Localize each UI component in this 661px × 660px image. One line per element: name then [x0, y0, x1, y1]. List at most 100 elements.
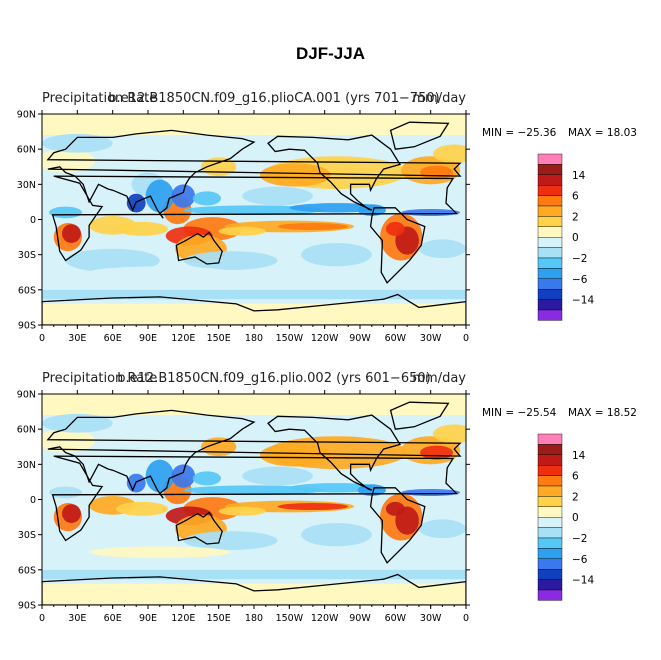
lon-tick-label: 0: [463, 613, 469, 624]
lat-tick-label: 90N: [17, 110, 36, 121]
colorbar-label: −2: [572, 253, 587, 265]
precip-contour: [242, 186, 313, 206]
precip-contour: [259, 163, 331, 187]
precip-contour: [89, 546, 231, 559]
precip-contour: [116, 221, 169, 236]
precip-contour: [192, 191, 222, 206]
lon-tick-label: 120E: [171, 333, 195, 344]
antarctic-band: [42, 583, 466, 605]
precip-contour: [385, 221, 405, 236]
lat-tick-label: 30S: [18, 250, 36, 261]
precip-contour: [183, 485, 325, 495]
coastline: [267, 134, 402, 211]
precip-contour: [433, 424, 466, 444]
precip-contour: [42, 149, 95, 173]
colorbar-box: [537, 164, 563, 176]
lon-tick-label: 120E: [171, 613, 195, 624]
panel-right-title: mm/day: [412, 91, 466, 106]
colorbar-box: [537, 309, 563, 321]
coastline: [369, 207, 426, 284]
coastline: [46, 409, 462, 499]
precip-contour: [192, 471, 222, 486]
colorbar-label: 0: [572, 232, 579, 244]
colorbar-box: [537, 153, 563, 165]
lat-tick-label: 60S: [18, 285, 36, 296]
colorbar-box: [537, 257, 563, 269]
lon-tick-label: 90E: [139, 613, 157, 624]
colorbar-box: [537, 506, 563, 518]
southern-band: [42, 569, 466, 580]
lon-tick-label: 150W: [276, 613, 304, 624]
precip-contour: [218, 226, 266, 236]
precip-contour: [401, 488, 461, 496]
colorbar-box: [537, 579, 563, 591]
colorbar-box: [537, 527, 563, 539]
coastline: [175, 231, 223, 265]
colorbar-label: −14: [572, 575, 594, 587]
lat-tick-label: 90S: [18, 601, 36, 612]
precip-contour: [183, 531, 278, 550]
lat-tick-label: 30N: [17, 180, 36, 191]
antarctic-band: [42, 303, 466, 325]
arctic-band: [42, 394, 466, 416]
lat-tick-label: 60S: [18, 565, 36, 576]
precip-contour: [42, 133, 113, 153]
panel-left-title: Precipitation Rate: [42, 91, 157, 106]
lon-tick-label: 150W: [276, 333, 304, 344]
panel-center-title: b.e12.B1850CN.f09_g16.plio.002 (yrs 601−…: [117, 371, 430, 386]
colorbar-box: [537, 454, 563, 466]
map-panel-2: 90N 60N 30N 0 30S 60S 90S 0 30E 60E 90E 120E 150E 180…: [0, 364, 661, 624]
colorbar-label: −2: [572, 533, 587, 545]
precip-contour: [301, 522, 372, 547]
precip-contour: [65, 248, 160, 273]
figure-title: DJF-JJA: [296, 44, 365, 63]
precip-contour: [42, 429, 95, 453]
colorbar-box: [537, 464, 563, 476]
colorbar-label: 0: [572, 512, 579, 524]
colorbar-box: [537, 475, 563, 487]
precip-field: [42, 394, 466, 605]
min-label: MIN = −25.54: [482, 407, 557, 419]
colorbar-label: 2: [572, 211, 579, 223]
precip-contour: [62, 224, 81, 243]
colorbar-box: [537, 485, 563, 497]
southern-band: [42, 289, 466, 300]
lat-tick-label: 90N: [17, 390, 36, 401]
panel-right-title: mm/day: [412, 371, 466, 386]
lon-tick-label: 180: [245, 333, 263, 344]
precip-contour: [89, 266, 231, 279]
precip-contour: [116, 501, 169, 516]
lat-tick-label: 60N: [17, 425, 36, 436]
precip-contour: [418, 239, 466, 259]
precip-contour: [242, 466, 313, 486]
lon-tick-label: 150E: [207, 613, 231, 624]
coastline: [42, 293, 466, 325]
colorbar-box: [537, 184, 563, 196]
lon-tick-label: 30E: [68, 333, 86, 344]
lon-tick-label: 0: [463, 333, 469, 344]
colorbar-box: [537, 174, 563, 186]
lon-tick-label: 150E: [207, 333, 231, 344]
lat-tick-label: 90S: [18, 321, 36, 332]
map-panel-1: 90N 60N 30N 0 30S 60S 90S 0 30E 60E 90E 120E 150E 180…: [0, 84, 661, 344]
colorbar-box: [537, 537, 563, 549]
colorbar-box: [537, 299, 563, 311]
panel-center-title: b.e12.B1850CN.f09_g16.plioCA.001 (yrs 70…: [108, 91, 439, 106]
precip-contour: [420, 445, 454, 460]
lon-tick-label: 120W: [311, 333, 339, 344]
lon-tick-label: 90W: [349, 333, 371, 344]
lat-tick-label: 30N: [17, 460, 36, 471]
precip-contour: [254, 272, 396, 284]
colorbar-label: 6: [572, 471, 579, 483]
precip-contour: [49, 206, 83, 219]
colorbar-box: [537, 516, 563, 528]
colorbar-box: [537, 496, 563, 507]
lon-tick-label: 30W: [420, 613, 442, 624]
lon-tick-label: 60W: [385, 333, 407, 344]
precip-contour: [385, 501, 405, 516]
colorbar-box: [537, 288, 563, 300]
colorbar-label: 14: [572, 170, 586, 182]
coastline: [389, 121, 450, 150]
colorbar-box: [537, 558, 563, 570]
